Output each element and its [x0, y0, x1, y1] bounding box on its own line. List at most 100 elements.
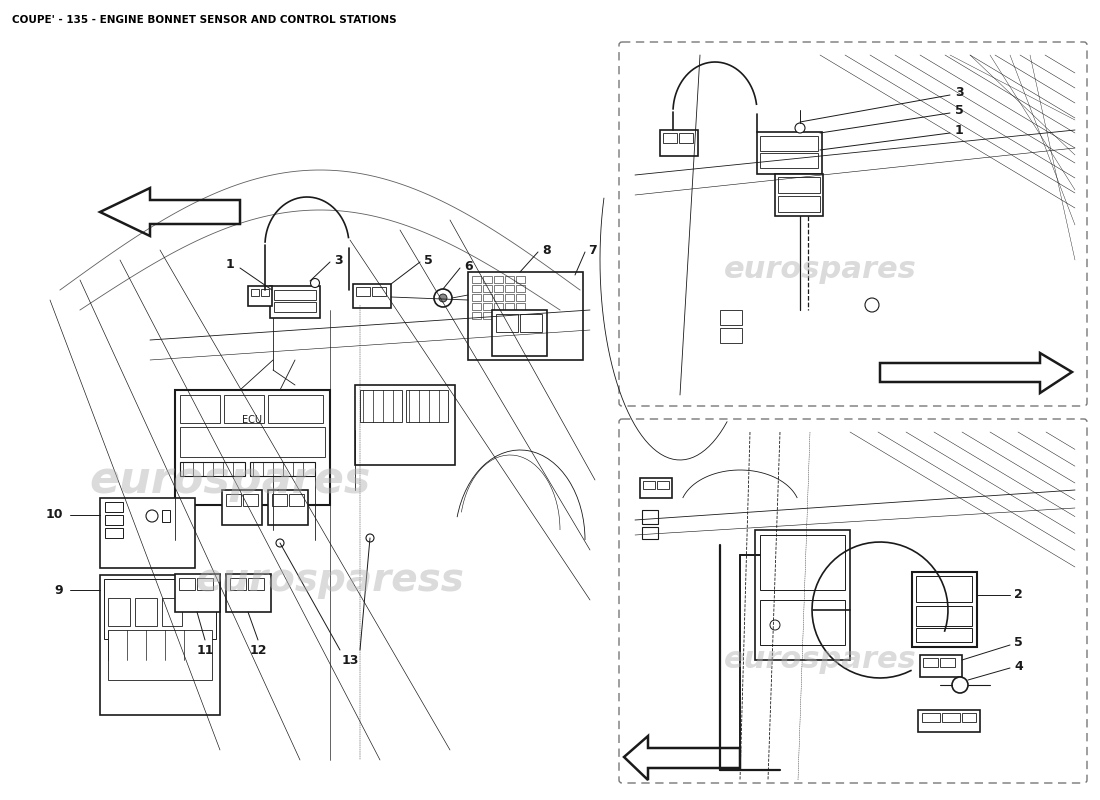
Bar	[940, 658, 955, 667]
Bar	[268, 490, 308, 525]
Bar	[372, 287, 386, 296]
Bar	[104, 515, 123, 525]
Text: 11: 11	[196, 643, 213, 657]
Text: 3: 3	[334, 254, 342, 267]
Text: eurospares: eurospares	[89, 458, 371, 502]
Text: ECU: ECU	[242, 415, 262, 425]
Bar	[100, 575, 220, 715]
Bar	[230, 578, 246, 590]
Bar	[923, 658, 938, 667]
Bar	[179, 578, 195, 590]
Bar	[274, 302, 316, 312]
Text: eurospares: eurospares	[724, 646, 916, 674]
Bar	[472, 294, 481, 301]
Circle shape	[865, 298, 879, 312]
Bar	[516, 276, 525, 283]
Bar	[268, 395, 323, 423]
Bar	[916, 576, 972, 602]
Bar	[505, 276, 514, 283]
Text: 4: 4	[1014, 659, 1023, 673]
Text: eurospares: eurospares	[724, 255, 916, 285]
Circle shape	[770, 620, 780, 630]
Bar	[916, 628, 972, 642]
Bar	[505, 303, 514, 310]
Bar	[660, 130, 698, 156]
Bar	[505, 285, 514, 292]
Bar	[642, 527, 658, 539]
Bar	[406, 390, 448, 422]
Bar	[483, 276, 492, 283]
Circle shape	[952, 677, 968, 693]
Bar	[494, 276, 503, 283]
Bar	[197, 578, 213, 590]
Circle shape	[276, 539, 284, 547]
Bar	[108, 598, 130, 626]
Bar	[104, 528, 123, 538]
Text: 9: 9	[54, 583, 63, 597]
Bar	[100, 498, 195, 568]
Bar	[261, 289, 270, 296]
Bar	[494, 294, 503, 301]
Bar	[494, 312, 503, 319]
Bar	[108, 630, 212, 680]
Bar	[468, 272, 583, 360]
Bar	[483, 303, 492, 310]
Bar	[248, 578, 264, 590]
Bar	[918, 710, 980, 732]
Bar	[516, 285, 525, 292]
Bar	[516, 303, 525, 310]
Bar	[180, 462, 245, 476]
Text: 2: 2	[1014, 589, 1023, 602]
Bar	[516, 312, 525, 319]
Text: 3: 3	[955, 86, 964, 99]
Polygon shape	[880, 353, 1072, 393]
Bar	[505, 294, 514, 301]
Text: COUPE' - 135 - ENGINE BONNET SENSOR AND CONTROL STATIONS: COUPE' - 135 - ENGINE BONNET SENSOR AND …	[12, 15, 397, 25]
Bar	[776, 174, 823, 216]
Bar	[778, 177, 820, 193]
Text: 13: 13	[341, 654, 359, 666]
Text: 7: 7	[588, 243, 596, 257]
Bar	[942, 713, 960, 722]
Text: 1: 1	[226, 258, 234, 271]
Polygon shape	[624, 736, 740, 780]
Bar	[274, 290, 316, 300]
Polygon shape	[100, 188, 240, 236]
Bar	[472, 312, 481, 319]
Bar	[353, 284, 390, 308]
Bar	[360, 390, 401, 422]
Bar	[472, 303, 481, 310]
Bar	[162, 598, 182, 626]
Bar	[644, 481, 654, 489]
Bar	[355, 385, 455, 465]
FancyBboxPatch shape	[619, 419, 1087, 783]
Bar	[226, 574, 271, 612]
Bar	[760, 136, 818, 151]
Circle shape	[434, 289, 452, 307]
Bar	[778, 196, 820, 212]
Bar	[250, 462, 315, 476]
Bar	[226, 494, 241, 506]
Bar	[494, 285, 503, 292]
Bar	[135, 598, 157, 626]
Bar	[243, 494, 258, 506]
Bar	[272, 494, 287, 506]
Bar	[289, 494, 304, 506]
Bar	[472, 285, 481, 292]
Bar	[222, 490, 262, 525]
Bar	[505, 312, 514, 319]
Bar	[962, 713, 976, 722]
FancyBboxPatch shape	[619, 42, 1087, 406]
Bar	[356, 287, 370, 296]
Bar	[916, 606, 972, 626]
Circle shape	[146, 510, 158, 522]
Bar	[104, 579, 216, 639]
Bar	[755, 530, 850, 660]
Bar	[224, 395, 264, 423]
Bar	[104, 502, 123, 512]
Bar	[180, 395, 220, 423]
Bar	[640, 478, 672, 498]
Text: 6: 6	[464, 261, 473, 274]
Bar	[760, 153, 818, 168]
Bar	[912, 572, 977, 647]
